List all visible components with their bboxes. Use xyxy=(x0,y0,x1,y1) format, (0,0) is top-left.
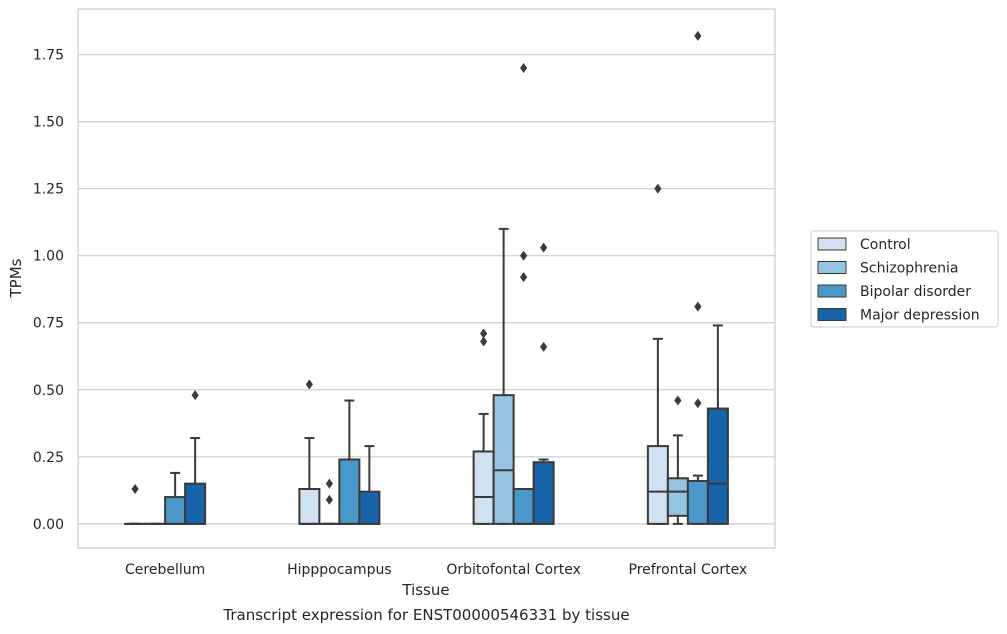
y-tick-label: 1.25 xyxy=(33,182,64,198)
box-body xyxy=(184,482,207,525)
y-tick-label: 0.50 xyxy=(33,383,64,399)
legend-label: Control xyxy=(860,237,911,253)
box-body xyxy=(298,488,321,525)
legend-swatch xyxy=(817,261,847,274)
outlier-point xyxy=(694,301,702,312)
box-1-1 xyxy=(318,478,341,525)
outlier-point xyxy=(654,183,662,194)
outlier-point xyxy=(540,341,548,352)
y-tick-label: 0.75 xyxy=(33,316,64,332)
gridlines xyxy=(78,53,775,525)
box-0-2 xyxy=(164,471,187,525)
box-body xyxy=(512,488,535,525)
outlier-point xyxy=(191,390,199,401)
y-tick-label: 1.50 xyxy=(33,115,64,131)
y-tick-label: 0.25 xyxy=(33,450,64,466)
legend-swatch xyxy=(817,308,847,321)
y-axis-ticks: 0.00 0.25 0.50 0.75 1.00 1.25 1.50 1.75 xyxy=(33,48,64,533)
y-tick-label: 0.00 xyxy=(33,517,64,533)
box-2-1 xyxy=(492,227,515,525)
x-tick-label: Orbitofontal Cortex xyxy=(446,562,581,578)
outlier-point xyxy=(694,398,702,409)
legend-items: Control Schizophrenia Bipolar disorder Majo… xyxy=(817,237,980,324)
x-axis-ticks: Cerebellum Hipppocampus Orbitofontal Corte… xyxy=(125,562,747,578)
plot-area-frame xyxy=(77,8,776,549)
y-tick-label: 1.75 xyxy=(33,48,64,64)
box-body xyxy=(338,458,361,525)
outlier-point xyxy=(480,328,488,339)
boxes xyxy=(124,30,729,525)
outlier-point xyxy=(674,395,682,406)
box-body xyxy=(646,445,669,525)
x-axis-label: Tissue xyxy=(401,581,449,599)
box-1-3 xyxy=(358,445,381,525)
box-3-2 xyxy=(686,30,709,525)
chart-caption: Transcript expression for ENST0000054633… xyxy=(223,606,630,624)
outlier-point xyxy=(325,494,333,505)
box-1-0 xyxy=(298,379,321,525)
legend-label: Major depression xyxy=(860,308,980,324)
x-tick-label: Cerebellum xyxy=(125,562,205,578)
y-tick-label: 1.00 xyxy=(33,249,64,265)
box-3-3 xyxy=(706,324,729,525)
box-body xyxy=(532,461,555,525)
legend: Control Schizophrenia Bipolar disorder Majo… xyxy=(810,230,999,328)
box-0-3 xyxy=(184,390,207,525)
outlier-point xyxy=(480,336,488,347)
box-body xyxy=(358,490,381,525)
outlier-point xyxy=(325,478,333,489)
x-tick-label: Prefrontal Cortex xyxy=(629,562,748,578)
legend-swatch xyxy=(817,284,847,298)
box-2-0 xyxy=(472,328,495,525)
x-tick-label: Hipppocampus xyxy=(287,562,392,578)
outlier-point xyxy=(520,62,528,73)
box-2-3 xyxy=(532,242,555,525)
outlier-point xyxy=(694,30,702,41)
box-3-0 xyxy=(646,183,669,525)
box-body xyxy=(164,496,187,525)
legend-label: Bipolar disorder xyxy=(860,284,971,300)
box-body xyxy=(706,407,729,525)
box-body xyxy=(472,450,495,525)
box-2-2 xyxy=(512,62,535,525)
box-body xyxy=(666,477,689,517)
box-1-2 xyxy=(338,399,361,525)
outlier-point xyxy=(520,272,528,283)
outlier-point xyxy=(540,242,548,253)
outlier-point xyxy=(520,250,528,261)
box-body xyxy=(492,394,515,525)
legend-swatch xyxy=(817,237,847,251)
y-axis-label: TPMs xyxy=(7,258,25,298)
outlier-point xyxy=(131,484,139,495)
box-body xyxy=(686,479,709,525)
legend-label: Schizophrenia xyxy=(860,261,958,277)
legend-frame xyxy=(810,230,999,328)
box-3-1 xyxy=(666,395,689,525)
box-0-0 xyxy=(124,484,147,525)
outlier-point xyxy=(305,379,313,390)
